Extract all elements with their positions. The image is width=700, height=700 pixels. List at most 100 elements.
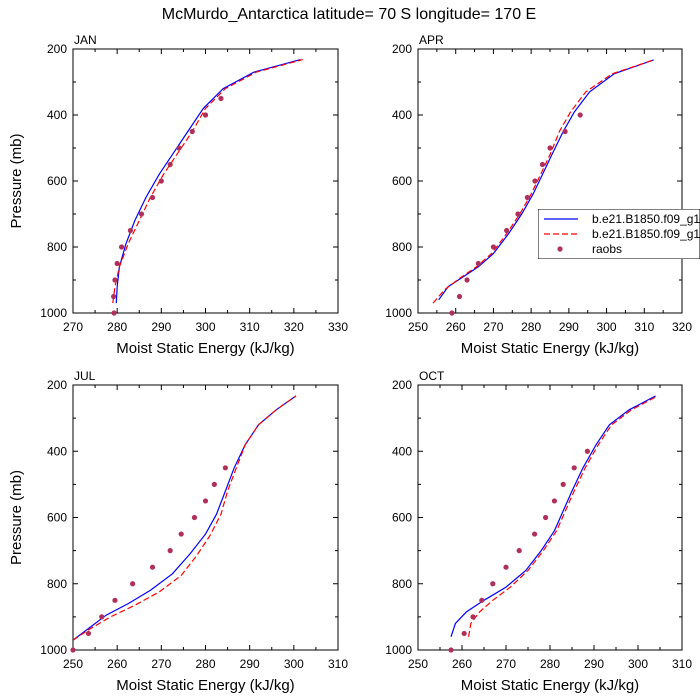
y-axis-title: Pressure (mb) <box>8 470 25 565</box>
y-tick-label: 1000 <box>385 306 412 320</box>
panels-container: 270 280 290 300 310 320 330 200 400 600 800 1000 JAN… <box>8 33 692 694</box>
y-tick-label: 600 <box>47 174 67 188</box>
x-tick-label: 270 <box>151 657 171 671</box>
x-tick-label: 280 <box>107 320 127 334</box>
raobs-point <box>461 630 467 637</box>
series-line-dashed <box>112 59 303 304</box>
raobs-point <box>112 277 118 283</box>
raobs-point <box>70 647 76 653</box>
x-tick-label: 320 <box>284 320 304 334</box>
y-tick-label: 400 <box>392 444 412 458</box>
y-tick-label: 1000 <box>40 306 67 320</box>
raobs-point <box>218 95 224 102</box>
panel-label: JUL <box>74 369 96 383</box>
x-axis-title: Moist Static Energy (kJ/kg) <box>116 340 294 357</box>
raobs-point <box>456 293 463 300</box>
y-tick-label: 200 <box>392 42 412 56</box>
x-tick-label: 300 <box>284 657 304 671</box>
legend-marker-raobs <box>557 246 563 252</box>
raobs-point <box>167 161 173 168</box>
raobs-point <box>449 310 455 316</box>
panel-label: JAN <box>74 33 97 47</box>
raobs-point <box>222 465 228 471</box>
figure-title: McMurdo_Antarctica latitude= 70 S longit… <box>162 6 536 23</box>
raobs-point <box>524 194 530 201</box>
panel-jul: 250 260 270 280 290 300 310 200 400 600 800 1000 JUL… <box>8 369 348 694</box>
raobs-point <box>114 260 120 267</box>
x-tick-label: 260 <box>107 657 127 671</box>
panel-jan: 270 280 290 300 310 320 330 200 400 600 800 1000 JAN… <box>8 33 348 357</box>
x-tick-label: 300 <box>195 320 215 334</box>
x-tick-label: 270 <box>483 320 503 334</box>
raobs-point <box>470 614 476 620</box>
raobs-point <box>543 514 549 521</box>
raobs-point <box>202 112 209 118</box>
x-tick-label: 310 <box>634 320 654 334</box>
raobs-point <box>515 211 521 217</box>
panel-oct: 250 260 270 280 290 300 310 200 400 600 800 1000 OCT… <box>385 369 692 694</box>
raobs-point <box>504 227 510 234</box>
raobs-point <box>111 293 117 300</box>
raobs-point <box>211 481 217 487</box>
raobs-point <box>551 498 558 504</box>
panel-label: OCT <box>419 369 445 383</box>
y-tick-label: 800 <box>47 577 67 591</box>
raobs-point <box>158 178 164 184</box>
x-tick-label: 300 <box>628 657 648 671</box>
x-tick-label: 310 <box>672 657 692 671</box>
x-axis-title: Moist Static Energy (kJ/kg) <box>461 340 639 357</box>
x-tick-label: 290 <box>240 657 260 671</box>
raobs-point <box>539 161 546 168</box>
raobs-point <box>189 128 195 135</box>
raobs-point <box>562 128 568 135</box>
raobs-point <box>167 548 173 554</box>
raobs-point <box>178 531 184 537</box>
y-tick-label: 200 <box>47 42 67 56</box>
x-tick-label: 250 <box>63 657 83 671</box>
legend-label: raobs <box>592 242 622 256</box>
x-tick-label: 250 <box>408 320 428 334</box>
raobs-point <box>202 498 209 504</box>
raobs-point <box>577 112 583 118</box>
y-tick-label: 800 <box>392 240 412 254</box>
y-tick-label: 600 <box>392 511 412 525</box>
raobs-point <box>560 481 566 487</box>
y-tick-label: 800 <box>47 240 67 254</box>
x-tick-label: 330 <box>328 320 348 334</box>
raobs-point <box>99 614 105 620</box>
raobs-point <box>112 597 118 603</box>
x-tick-label: 310 <box>240 320 260 334</box>
raobs-point <box>176 145 182 151</box>
raobs-point <box>111 310 117 316</box>
raobs-point <box>516 548 522 554</box>
raobs-point <box>448 647 454 653</box>
x-tick-label: 310 <box>328 657 348 671</box>
raobs-point <box>584 448 591 454</box>
legend: b.e21.B1850.f09_g17b.e21.B1850.f09_g17ra… <box>538 209 700 259</box>
x-tick-label: 260 <box>452 657 472 671</box>
raobs-point <box>490 581 496 587</box>
raobs-point <box>191 514 198 521</box>
x-tick-label: 280 <box>540 657 560 671</box>
plot-frame <box>417 384 683 651</box>
y-tick-label: 400 <box>47 444 67 458</box>
raobs-point <box>149 564 156 570</box>
x-tick-label: 300 <box>597 320 617 334</box>
raobs-point <box>138 211 145 217</box>
raobs-point <box>479 597 485 603</box>
y-tick-label: 1000 <box>385 643 412 657</box>
x-tick-label: 250 <box>408 657 428 671</box>
y-tick-label: 200 <box>392 378 412 392</box>
legend-label: b.e21.B1850.f09_g17 <box>592 212 700 226</box>
y-tick-label: 400 <box>47 108 67 122</box>
series-line-dashed <box>468 395 659 637</box>
y-tick-label: 1000 <box>40 643 67 657</box>
plot-frame <box>72 48 339 314</box>
series-line-solid <box>115 59 301 304</box>
raobs-point <box>503 564 509 570</box>
raobs-point <box>464 277 470 283</box>
series-line-dashed <box>432 59 654 304</box>
x-tick-label: 280 <box>521 320 541 334</box>
series-line-solid <box>73 395 297 641</box>
